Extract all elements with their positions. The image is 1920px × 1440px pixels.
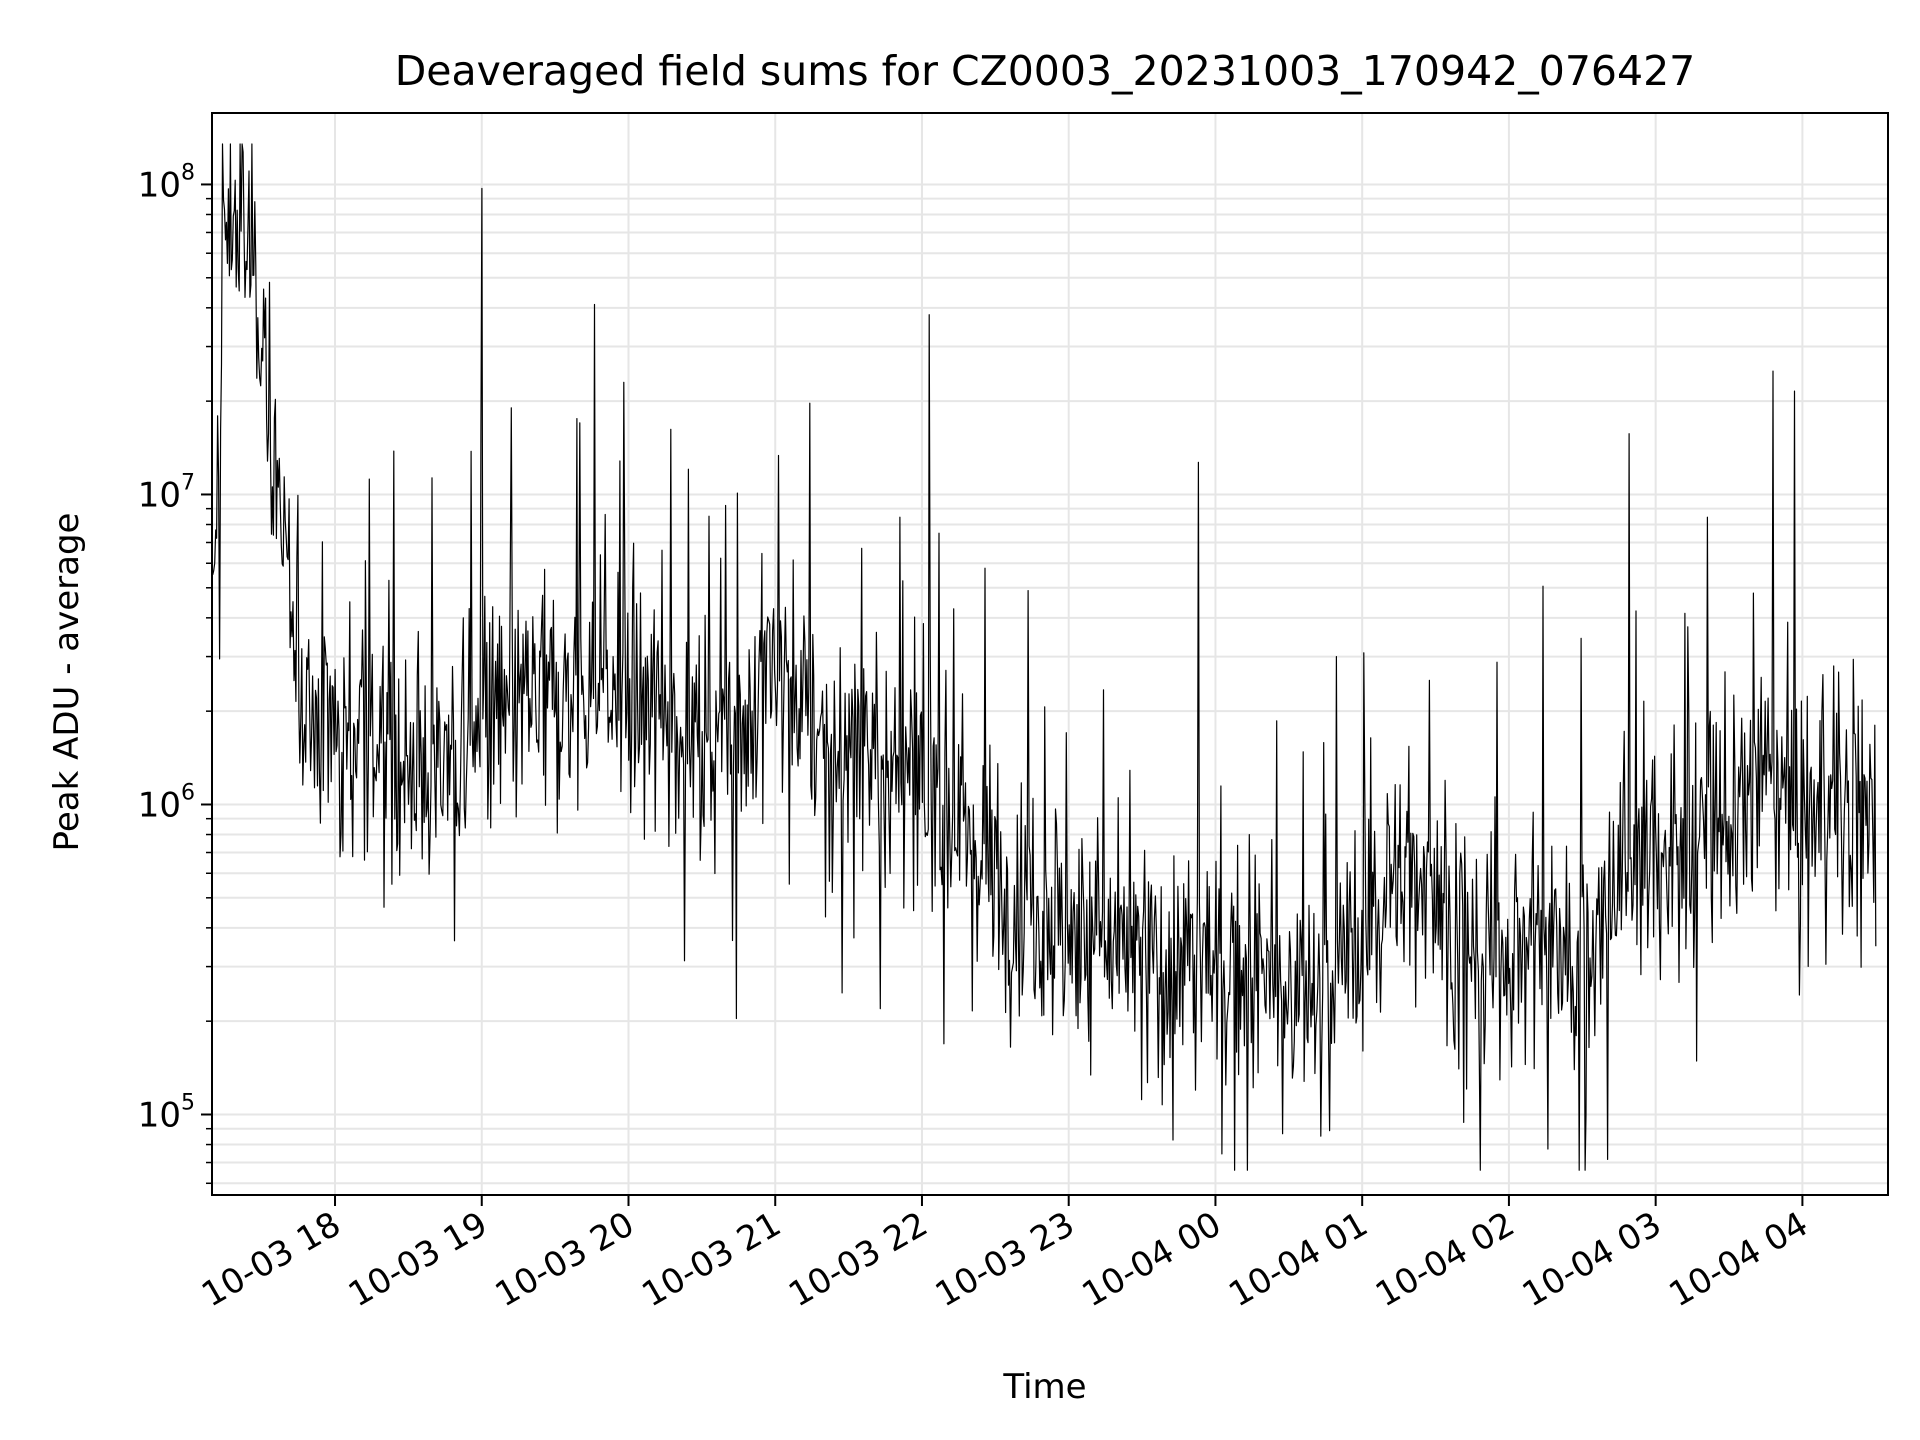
y-tick-base: 10 (138, 1096, 181, 1136)
y-tick-label: 105 (138, 1091, 195, 1136)
plot-area (212, 143, 1877, 1171)
y-tick-exponent: 6 (181, 780, 195, 805)
y-tick-label: 106 (138, 780, 195, 825)
series-line (212, 143, 1877, 1171)
chart-title: Deaveraged field sums for CZ0003_2023100… (395, 47, 1696, 95)
y-tick-base: 10 (138, 165, 181, 205)
y-axis-label: Peak ADU - average (47, 513, 87, 852)
y-tick-label: 107 (138, 470, 195, 515)
y-tick-base: 10 (138, 785, 181, 825)
x-axis-label: Time (1002, 1367, 1086, 1407)
y-tick-exponent: 7 (181, 470, 195, 495)
y-tick-exponent: 8 (181, 160, 195, 185)
plot-frame (211, 112, 1889, 1196)
y-tick-exponent: 5 (181, 1091, 195, 1116)
y-tick-base: 10 (138, 475, 181, 515)
y-tick-label: 108 (138, 160, 195, 205)
